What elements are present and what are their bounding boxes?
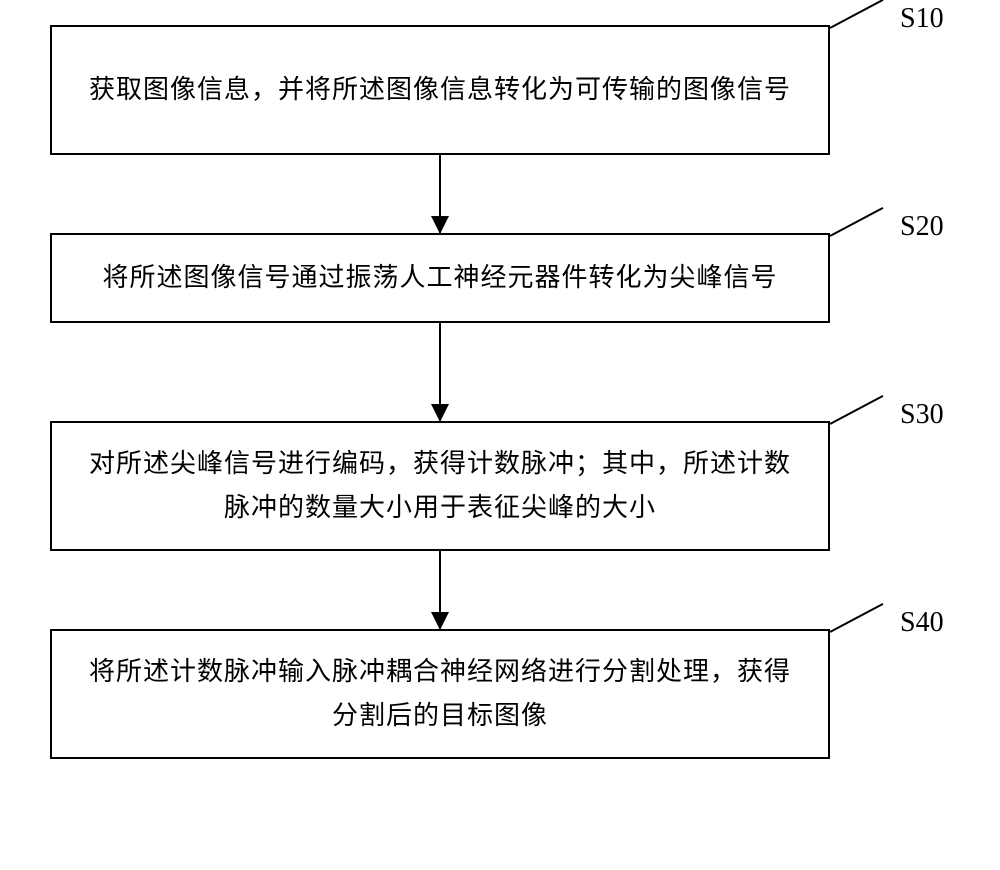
- label-connector-s40: [830, 603, 884, 633]
- step-text: 获取图像信息，并将所述图像信息转化为可传输的图像信号: [89, 68, 791, 112]
- step-label-s30: S30: [900, 399, 944, 431]
- step-text: 将所述计数脉冲输入脉冲耦合神经网络进行分割处理，获得分割后的目标图像: [80, 650, 800, 738]
- step-row-s20: 将所述图像信号通过振荡人工神经元器件转化为尖峰信号 S20: [50, 233, 950, 323]
- step-label-s10: S10: [900, 3, 944, 35]
- step-box-s20: 将所述图像信号通过振荡人工神经元器件转化为尖峰信号: [50, 233, 830, 323]
- step-text: 将所述图像信号通过振荡人工神经元器件转化为尖峰信号: [102, 256, 777, 300]
- label-connector-s20: [830, 207, 884, 237]
- step-box-s10: 获取图像信息，并将所述图像信息转化为可传输的图像信号: [50, 25, 830, 155]
- step-box-s40: 将所述计数脉冲输入脉冲耦合神经网络进行分割处理，获得分割后的目标图像: [50, 629, 830, 759]
- arrow-2: [50, 323, 830, 421]
- flowchart-container: 获取图像信息，并将所述图像信息转化为可传输的图像信号 S10 将所述图像信号通过…: [50, 25, 950, 759]
- step-row-s10: 获取图像信息，并将所述图像信息转化为可传输的图像信号 S10: [50, 25, 950, 155]
- label-connector-s30: [830, 395, 884, 425]
- step-text: 对所述尖峰信号进行编码，获得计数脉冲；其中，所述计数脉冲的数量大小用于表征尖峰的…: [80, 442, 800, 530]
- label-connector-s10: [830, 0, 884, 29]
- step-label-s20: S20: [900, 211, 944, 243]
- arrow-1: [50, 155, 830, 233]
- step-label-s40: S40: [900, 607, 944, 639]
- step-box-s30: 对所述尖峰信号进行编码，获得计数脉冲；其中，所述计数脉冲的数量大小用于表征尖峰的…: [50, 421, 830, 551]
- step-row-s30: 对所述尖峰信号进行编码，获得计数脉冲；其中，所述计数脉冲的数量大小用于表征尖峰的…: [50, 421, 950, 551]
- arrow-3: [50, 551, 830, 629]
- step-row-s40: 将所述计数脉冲输入脉冲耦合神经网络进行分割处理，获得分割后的目标图像 S40: [50, 629, 950, 759]
